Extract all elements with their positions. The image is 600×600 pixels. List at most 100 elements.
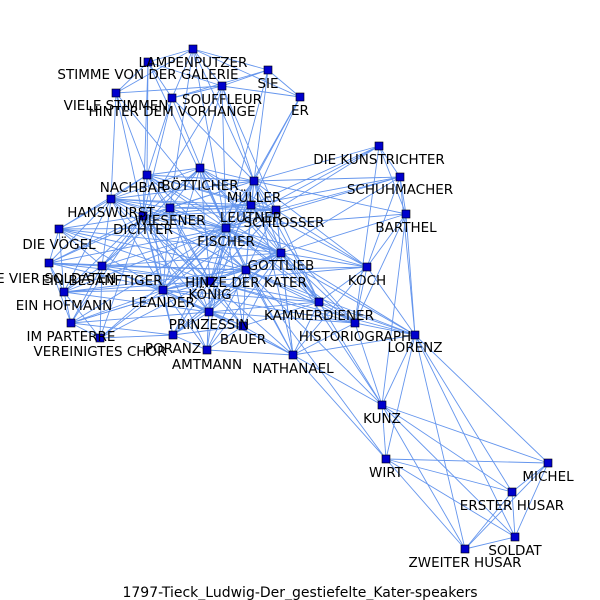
graph-edge [146,174,282,254]
graph-node [188,44,198,54]
graph-edge [48,262,65,293]
graph-edge [511,491,516,538]
graph-edge [292,334,416,356]
graph-edge [292,266,368,356]
graph-edge [225,145,380,229]
graph-edge [385,458,549,464]
graph-edge [63,280,211,293]
graph-edge [366,213,407,268]
graph-edge [99,334,174,339]
graph-edge [110,198,252,206]
graph-edge [514,462,549,538]
graph-node [241,265,251,275]
graph-caption: 1797-Tieck_Ludwig-Der_gestiefelte_Kater-… [122,585,477,600]
graph-edge [192,48,301,98]
node-label: STIMME VON DER GALERIE [57,67,238,83]
graph-edge [206,325,244,351]
graph-edge [292,354,383,406]
graph-edge [101,215,144,267]
node-label: HINTER DEM VORHANGE [88,104,255,120]
graph-edge [245,252,282,271]
graph-edge [381,404,466,550]
graph-edge [209,280,356,324]
node-label: ZWEITER HUSAR [408,555,521,571]
graph-node [54,224,64,234]
node-label: SCHLOSSER [244,215,325,231]
graph-edge [171,85,223,99]
graph-edge [99,289,164,339]
graph-edge [192,48,223,87]
graph-edge [172,252,282,336]
graph-node [314,297,324,307]
graph-edge [242,325,294,356]
graph-edge [162,269,247,291]
graph-node [350,318,360,328]
node-label: DIE VÖGEL [22,235,96,253]
graph-node [195,163,205,173]
graph-edge [414,334,466,550]
node-label: BARTHEL [375,220,437,236]
graph-edge [142,167,201,217]
node-label: SOLDAT [488,543,542,559]
node-label: HINZE DER KATER [185,275,307,291]
graph-edge [318,301,383,406]
graph-node [362,262,372,272]
graph-edge [63,291,101,339]
graph-edge [99,227,227,339]
graph-edge [147,61,173,99]
graph-edge [58,215,144,230]
graph-edge [250,204,368,268]
graph-edge [209,280,416,336]
graph-node [138,211,148,221]
graph-edge [245,269,387,460]
graph-edge [58,198,112,230]
graph-edge [171,97,255,182]
graph-edge [354,266,368,324]
graph-edge [208,269,247,313]
graph-node [263,65,273,75]
graph-edge [275,209,368,268]
graph-edge [99,215,144,339]
node-label: SIE [257,76,278,92]
graph-edge [354,213,407,324]
graph-edge [366,176,401,268]
graph-edge [70,322,101,339]
graph-edge [146,174,247,271]
graph-edge [385,458,516,538]
graph-edge [162,289,356,324]
graph-edge [142,215,282,254]
graph-edge [381,404,549,464]
graph-edge [162,280,211,291]
graph-edge [221,85,301,98]
graph-edge [206,311,210,351]
node-label: BÖTTICHER [161,176,238,194]
graph-edge [70,311,210,324]
node-label: KOCH [348,273,386,289]
graph-edge [110,167,201,200]
graph-edge [142,215,208,351]
graph-node [106,194,116,204]
graph-edge [280,213,407,254]
graph-edge [381,404,513,493]
graph-edge [280,252,294,356]
graph-edge [63,227,227,293]
graph-edge [63,265,103,293]
graph-edge [142,207,171,217]
node-label: PORANZ [145,341,201,357]
graph-edge [169,204,252,209]
graph-edge [162,207,171,291]
graph-node [401,209,411,219]
graph-edge [225,213,407,229]
node-label: GOTTLIEB [248,258,315,274]
graph-edge [199,167,282,254]
node-label: KUNZ [363,411,401,427]
graph-edge [225,227,368,268]
graph-node [395,172,405,182]
graph-edge [253,180,368,268]
graph-node [249,176,259,186]
graph-edge [146,167,201,176]
graph-edge [378,145,407,215]
graph-edge [110,198,171,209]
graph-edge [225,227,294,356]
